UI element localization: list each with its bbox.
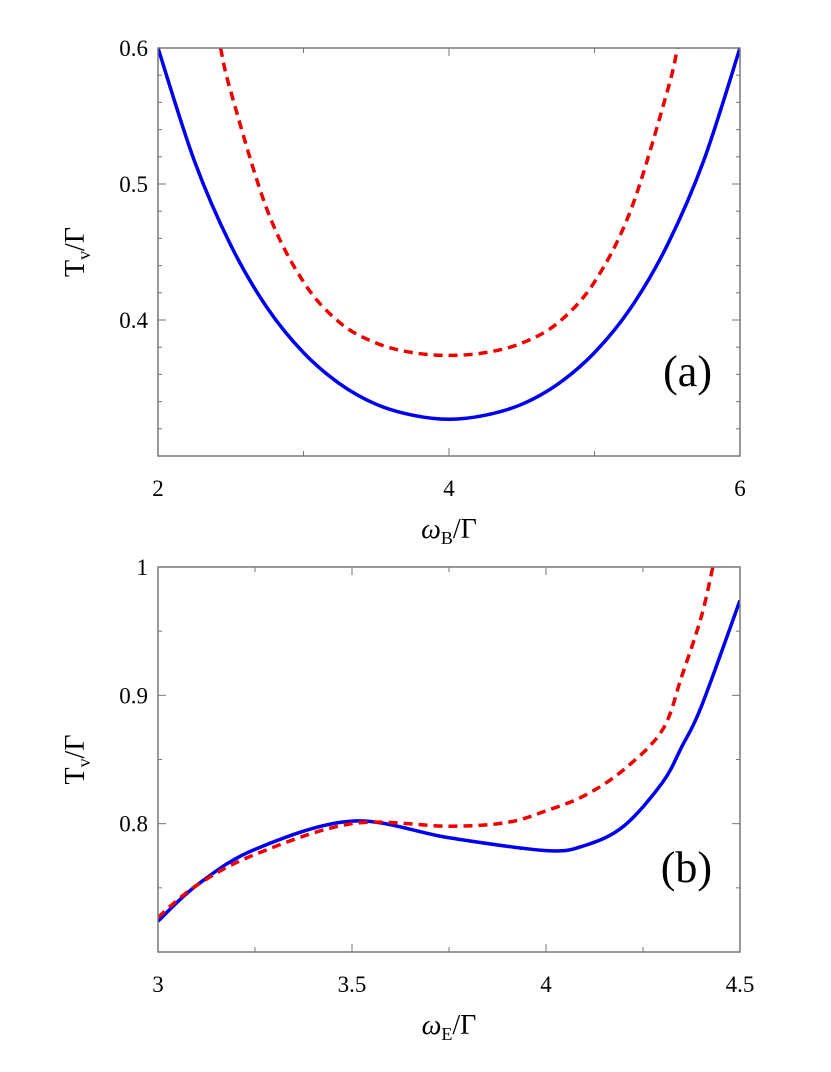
plot-frame: [157, 47, 741, 457]
x-tick-label: 4: [443, 476, 455, 501]
series-solid-blue-line: [158, 48, 740, 422]
panel-b: 3 3.5 4 4.5 0.8 0.9 1 ωE/Γ Tv/Γ (b): [60, 555, 754, 1044]
y-tick-label: 1: [137, 555, 149, 580]
x-tick-label: 4: [540, 972, 552, 997]
x-tick-label: 4.5: [726, 972, 755, 997]
x-tick-label: 3.5: [338, 972, 367, 997]
x-axis-label: ωB/Γ: [421, 514, 477, 548]
panel-a: 2 4 6 0.4 0.5 0.6 ωB/Γ Tv/Γ (a): [60, 36, 746, 548]
series-solid-blue-line: [158, 599, 740, 923]
series-dashed-red-line: [158, 567, 715, 919]
y-tick-label: 0.9: [119, 683, 148, 708]
y-tick-label: 0.8: [119, 812, 148, 837]
panel-label: (a): [663, 347, 712, 396]
panel-label: (b): [661, 843, 712, 892]
x-tick-label: 6: [734, 476, 746, 501]
x-axis-label: ωE/Γ: [422, 1010, 477, 1044]
x-tick-label: 3: [152, 972, 164, 997]
y-axis-label: Tv/Γ: [60, 734, 94, 784]
y-tick-label: 0.6: [119, 36, 148, 61]
y-axis-label: Tv/Γ: [60, 227, 94, 277]
y-tick-label: 0.4: [119, 308, 148, 333]
plot-frame: [157, 566, 741, 953]
y-tick-label: 0.5: [119, 172, 148, 197]
series-dashed-red-line: [218, 48, 680, 358]
x-tick-label: 2: [152, 476, 164, 501]
